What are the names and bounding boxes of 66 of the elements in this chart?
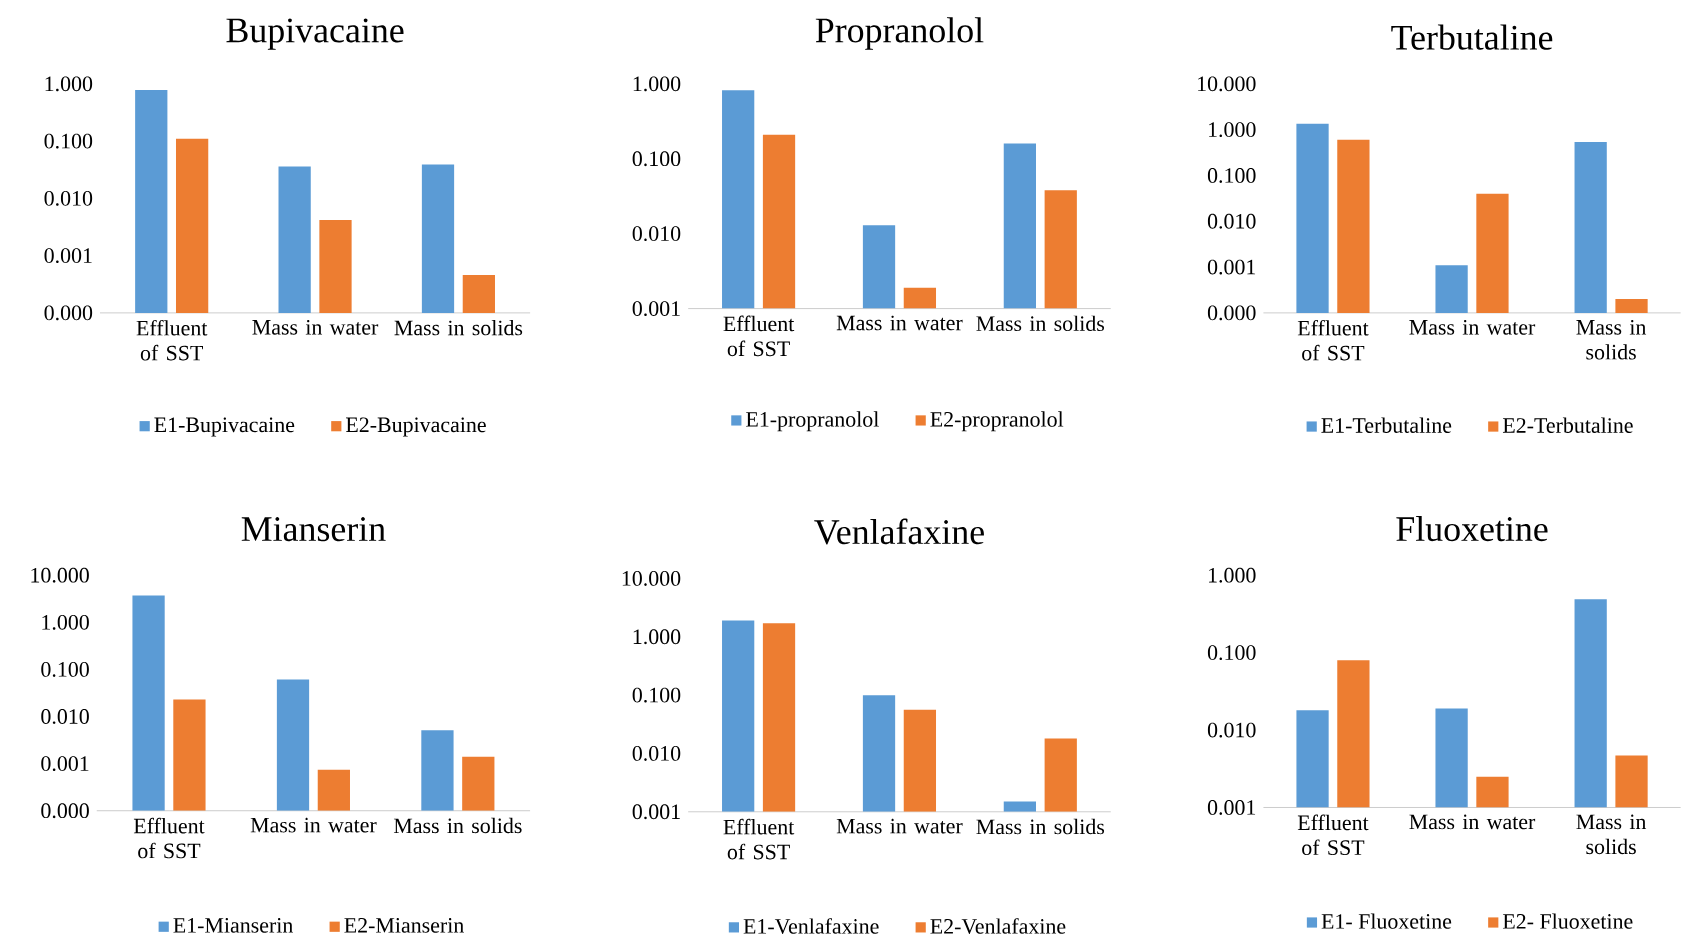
- legend-label: E1-Mianserin: [173, 918, 293, 933]
- y-tick-label: 0.000: [1207, 305, 1256, 321]
- chart-title: Bupivacaine: [226, 18, 404, 50]
- y-tick-label: 0.001: [1207, 800, 1256, 816]
- x-tick-label: Effluent of SST: [1297, 814, 1369, 856]
- x-tick-label: Effluent of SST: [1297, 320, 1369, 361]
- x-tick-label: Mass in water: [1409, 320, 1536, 335]
- chart-title: Terbutaline: [1391, 24, 1553, 50]
- x-tick-label: Mass in water: [252, 320, 379, 335]
- y-tick-label: 0.010: [1207, 722, 1256, 738]
- y-tick-label: 1.000: [1209, 567, 1256, 583]
- chart-title: Mianserin: [241, 517, 386, 542]
- x-tick-label: Mass in solids: [394, 320, 523, 336]
- x-tick-label: Mass in solids: [1576, 814, 1647, 855]
- legend-label: E2-Bupivacaine: [346, 417, 486, 437]
- legend-label: E2- Fluoxetine: [1502, 913, 1633, 929]
- y-tick-label: 1.000: [42, 615, 89, 630]
- y-tick-label: 0.010: [41, 709, 89, 725]
- y-tick-label: 10.000: [1198, 76, 1256, 92]
- y-tick-label: 10.000: [31, 567, 89, 583]
- legend-label: E2-Venlafaxine: [930, 918, 1066, 935]
- legend-label: E1- Fluoxetine: [1321, 913, 1452, 929]
- y-tick-label: 0.001: [44, 248, 92, 264]
- legend-label: E2-Terbutaline: [1502, 417, 1633, 434]
- y-tick-label: 0.100: [44, 133, 93, 149]
- y-tick-label: 0.001: [632, 301, 680, 317]
- x-tick-label: Mass in solids: [976, 315, 1105, 332]
- y-tick-label: 0.100: [632, 151, 681, 167]
- y-tick-label: 1.000: [1209, 122, 1256, 138]
- legend-label: E1-Bupivacaine: [154, 417, 295, 437]
- y-tick-label: 0.001: [632, 804, 680, 820]
- y-tick-label: 0.100: [41, 662, 89, 678]
- y-tick-label: 1.000: [633, 629, 681, 645]
- x-tick-label: Mass in solids: [1576, 320, 1647, 360]
- y-tick-label: 0.010: [632, 226, 681, 242]
- y-tick-label: 0.001: [41, 756, 89, 772]
- x-tick-label: Effluent of SST: [723, 315, 795, 357]
- x-tick-label: Mass in water: [250, 817, 377, 833]
- x-tick-label: Mass in solids: [393, 817, 522, 834]
- x-tick-label: Effluent of SST: [723, 818, 795, 860]
- y-tick-label: 0.010: [44, 191, 93, 206]
- chart-title: Venlafaxine: [814, 518, 984, 545]
- y-tick-label: 0.010: [632, 746, 681, 762]
- x-tick-label: Mass in solids: [976, 819, 1105, 835]
- y-tick-label: 1.000: [633, 76, 681, 92]
- y-tick-label: 0.000: [41, 803, 89, 819]
- y-tick-label: 0.100: [632, 687, 681, 703]
- legend-label: E2-Mianserin: [344, 918, 464, 933]
- y-tick-label: 0.100: [1207, 645, 1256, 661]
- x-tick-label: Effluent of SST: [133, 817, 205, 859]
- chart-title: Propranolol: [815, 17, 984, 50]
- y-tick-label: 0.010: [1207, 214, 1256, 229]
- x-tick-label: Effluent of SST: [136, 320, 208, 361]
- x-tick-label: Mass in water: [836, 819, 963, 834]
- y-tick-label: 1.000: [45, 76, 93, 92]
- x-tick-label: Mass in water: [1409, 814, 1536, 830]
- y-tick-label: 10.000: [622, 571, 681, 587]
- y-tick-label: 0.001: [1207, 259, 1256, 275]
- y-tick-label: 0.100: [1207, 168, 1256, 184]
- x-tick-label: Mass in water: [836, 315, 963, 331]
- y-tick-label: 0.000: [44, 305, 93, 321]
- legend-label: E1-Venlafaxine: [743, 918, 879, 935]
- legend-label: E1-propranolol: [746, 411, 879, 432]
- chart-title: Fluoxetine: [1396, 516, 1548, 542]
- legend-label: E1-Terbutaline: [1321, 417, 1452, 434]
- legend-label: E2-propranolol: [930, 411, 1064, 432]
